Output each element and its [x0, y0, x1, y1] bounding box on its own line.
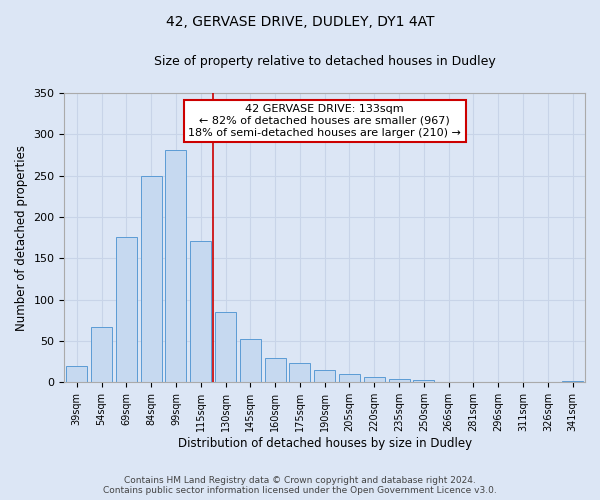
Text: 42 GERVASE DRIVE: 133sqm
← 82% of detached houses are smaller (967)
18% of semi-: 42 GERVASE DRIVE: 133sqm ← 82% of detach…	[188, 104, 461, 138]
Text: Contains HM Land Registry data © Crown copyright and database right 2024.
Contai: Contains HM Land Registry data © Crown c…	[103, 476, 497, 495]
Bar	[215, 312, 236, 382]
Bar	[66, 366, 88, 382]
Title: Size of property relative to detached houses in Dudley: Size of property relative to detached ho…	[154, 55, 496, 68]
Bar	[166, 150, 187, 382]
Bar	[289, 364, 310, 382]
Bar	[339, 374, 360, 382]
Bar	[116, 236, 137, 382]
Bar	[364, 378, 385, 382]
Bar	[314, 370, 335, 382]
Bar	[562, 380, 583, 382]
Bar	[190, 241, 211, 382]
Text: 42, GERVASE DRIVE, DUDLEY, DY1 4AT: 42, GERVASE DRIVE, DUDLEY, DY1 4AT	[166, 15, 434, 29]
Bar	[91, 327, 112, 382]
Bar	[140, 176, 162, 382]
Bar	[265, 358, 286, 382]
Bar	[413, 380, 434, 382]
X-axis label: Distribution of detached houses by size in Dudley: Distribution of detached houses by size …	[178, 437, 472, 450]
Y-axis label: Number of detached properties: Number of detached properties	[15, 144, 28, 330]
Bar	[240, 340, 261, 382]
Bar	[389, 379, 410, 382]
